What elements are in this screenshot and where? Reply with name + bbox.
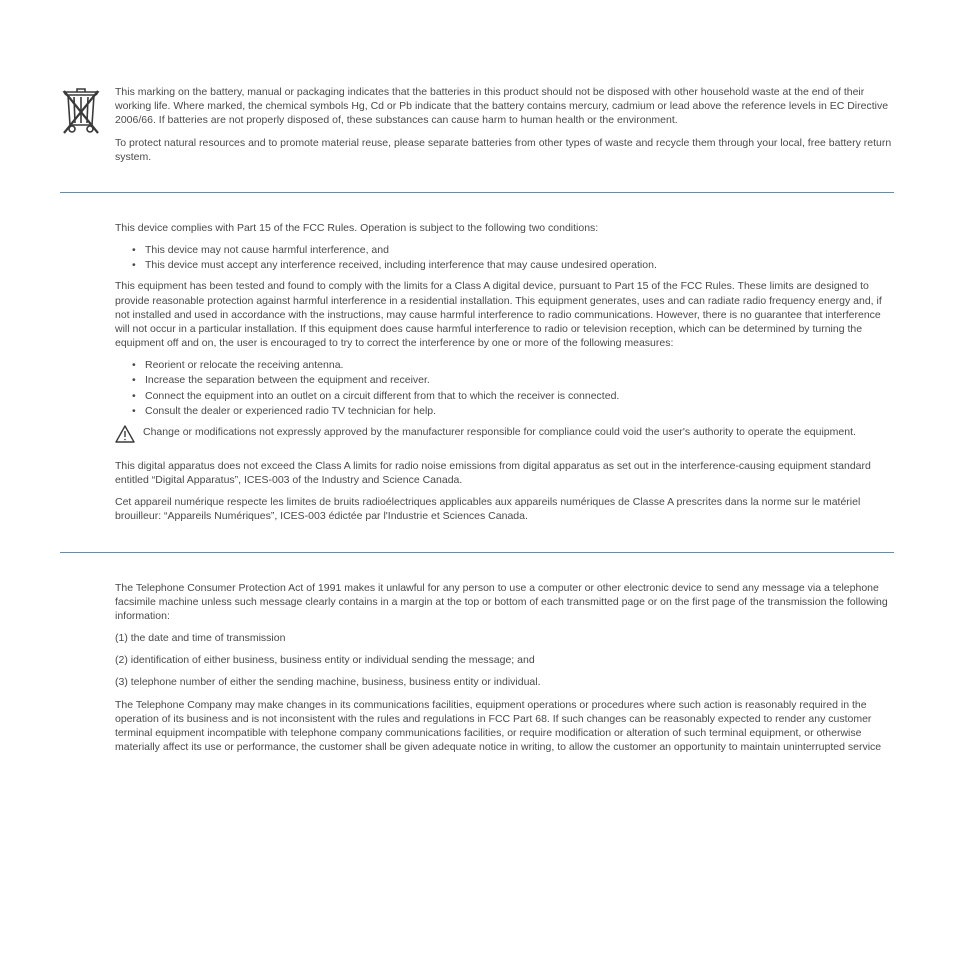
fcc-p2: This equipment has been tested and found… [115,279,894,350]
tel-p1: The Telephone Consumer Protection Act of… [115,581,894,624]
weee-bin-icon [60,87,102,139]
battery-p1: This marking on the battery, manual or p… [115,85,894,128]
fcc-m2: Increase the separation between the equi… [145,373,894,387]
section-divider-2 [60,552,894,553]
fcc-m1: Reorient or relocate the receiving anten… [145,358,894,372]
ices-fr: Cet appareil numérique respecte les limi… [115,495,894,523]
icon-column [60,85,115,172]
warning-icon [115,425,135,443]
warning-icon-wrap [115,425,137,443]
icon-column-empty-2 [60,581,115,763]
battery-text: This marking on the battery, manual or p… [115,85,894,172]
battery-disposal-section: This marking on the battery, manual or p… [60,85,894,172]
battery-p2: To protect natural resources and to prom… [115,136,894,164]
fcc-intro: This device complies with Part 15 of the… [115,221,894,235]
icon-column-empty [60,221,115,532]
fcc-cond-2: This device must accept any interference… [145,258,894,272]
fcc-m4: Consult the dealer or experienced radio … [145,404,894,418]
fcc-text: This device complies with Part 15 of the… [115,221,894,532]
fcc-conditions-list: This device may not cause harmful interf… [115,243,894,272]
tel-n2: (2) identification of either business, b… [115,653,894,667]
fcc-measures-list: Reorient or relocate the receiving anten… [115,358,894,418]
tel-n3: (3) telephone number of either the sendi… [115,675,894,689]
tel-n1: (1) the date and time of transmission [115,631,894,645]
section-divider-1 [60,192,894,193]
warning-row: Change or modifications not expressly ap… [115,425,894,443]
warning-text: Change or modifications not expressly ap… [143,425,894,439]
fcc-section: This device complies with Part 15 of the… [60,221,894,532]
tel-p2: The Telephone Company may make changes i… [115,698,894,755]
ices-en: This digital apparatus does not exceed t… [115,459,894,487]
telephone-section: The Telephone Consumer Protection Act of… [60,581,894,763]
fcc-cond-1: This device may not cause harmful interf… [145,243,894,257]
fcc-m3: Connect the equipment into an outlet on … [145,389,894,403]
telephone-text: The Telephone Consumer Protection Act of… [115,581,894,763]
